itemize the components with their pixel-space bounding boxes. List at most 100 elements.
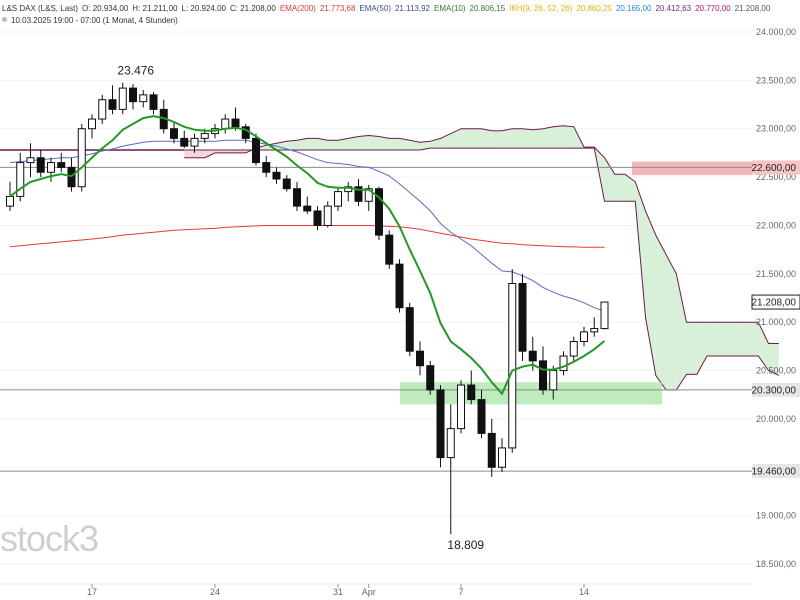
candle-body-up (221, 118, 230, 130)
candle-body-down (129, 87, 137, 103)
candle (77, 123, 86, 192)
tag-box (751, 294, 800, 310)
candle (221, 114, 230, 134)
candle (262, 155, 271, 178)
legend-item: IKH(9, 26, 52, 26) (509, 4, 573, 13)
axis-price-tag: 22.600,00 (752, 160, 800, 175)
resistance-zone (632, 161, 752, 176)
candle-body-down (313, 210, 322, 226)
candle (405, 302, 414, 357)
cloud-segment (686, 322, 697, 375)
candle (272, 167, 281, 184)
x-tick-label: 17 (87, 587, 97, 597)
candle-body-up (590, 328, 599, 333)
ema50-path (9, 139, 605, 312)
cloud-segment (625, 174, 636, 202)
cloud-segment (204, 150, 215, 158)
candle (149, 91, 158, 115)
candle-body-up (323, 205, 332, 226)
candle (282, 175, 291, 192)
candle (108, 85, 117, 115)
candle (88, 114, 96, 139)
x-tick-label: 7 (458, 587, 463, 597)
y-tick-label: 20.500,00 (756, 366, 796, 376)
candle-body-up (457, 384, 465, 430)
cloud-segment (409, 140, 420, 151)
candle (231, 107, 240, 131)
candle-body-up (580, 331, 588, 343)
candle-body-up (98, 99, 107, 120)
cloud-segment (522, 128, 533, 149)
tag-box (752, 464, 800, 479)
candle (457, 380, 465, 434)
candle-body-down (467, 384, 476, 401)
candle-body-down (231, 118, 240, 128)
candle-body-down (180, 137, 189, 147)
candle-body-down (528, 350, 537, 362)
ichimoku-cloud (0, 125, 780, 391)
cloud-segment (461, 128, 472, 149)
cloud-segment (327, 140, 338, 151)
candle (16, 152, 25, 202)
legend-timeframe-row: 10.03.2025 19:00 - 07:00 (1 Monat, 4 Stu… (2, 15, 774, 27)
candle (600, 301, 609, 330)
legend-item: 20.412,63 (655, 4, 692, 13)
extreme-label: 18.809 (447, 538, 484, 552)
cloud-segment (553, 125, 564, 149)
axis-price-tag: 19.460,00 (752, 464, 800, 479)
span-a-line (184, 125, 779, 344)
cloud-segment (614, 174, 625, 202)
cloud-segment (491, 130, 502, 149)
candle-body-up (200, 133, 209, 139)
cloud-segment (768, 343, 779, 376)
candle-body-up (190, 137, 199, 147)
cloud-segment (389, 138, 400, 151)
candle (36, 150, 45, 178)
candle (344, 181, 353, 202)
y-tick-label: 23.000,00 (756, 124, 796, 134)
candle-body-up (334, 191, 342, 207)
candle (395, 259, 404, 313)
y-tick-label: 24.000,00 (756, 27, 796, 37)
cloud-segment (727, 322, 738, 357)
cloud-segment (512, 128, 523, 149)
price-zones (400, 161, 752, 405)
legend-item: 20.860,25 (576, 4, 612, 13)
candle (26, 143, 35, 178)
candle-body-down (282, 178, 291, 190)
cloud-segment (758, 322, 769, 371)
candle-body-down (487, 432, 496, 468)
candle-body-down (262, 162, 271, 173)
extreme-label: 23.476 (117, 64, 154, 78)
candle (375, 186, 383, 240)
candle-body-down (436, 389, 445, 459)
tag-label: 19.460,00 (752, 467, 797, 478)
candle (293, 181, 301, 211)
cloud-segment (737, 322, 748, 357)
candle-body-down (539, 360, 547, 391)
candle-body-up (139, 94, 148, 103)
y-tick-label: 23.500,00 (756, 75, 796, 85)
cloud-segment (450, 128, 461, 149)
candle (170, 120, 178, 144)
legend-item: EMA(50) (359, 4, 391, 13)
candle (446, 404, 455, 535)
cloud-segment (655, 235, 666, 390)
cloud-segment (481, 128, 492, 149)
x-tick-label: 31 (333, 587, 343, 597)
cloud-segment (717, 322, 728, 357)
cloud-segment (184, 150, 195, 158)
candlesticks (6, 82, 609, 535)
ema10-path (9, 115, 606, 396)
legend-item: 21.113,92 (394, 4, 430, 13)
horizontal-levels (0, 166, 752, 472)
y-tick-label: 20.000,00 (756, 414, 796, 424)
cloud-segment (696, 322, 707, 375)
cloud-segment (471, 128, 482, 149)
candle (6, 181, 14, 211)
legend-timeframe: 10.03.2025 19:00 - 07:00 (1 Monat, 4 Stu… (11, 16, 178, 25)
cloud-segment (286, 140, 297, 151)
tag-label: 21.208,00 (752, 298, 797, 309)
stock3-logo-watermark: stock3 (0, 518, 99, 559)
